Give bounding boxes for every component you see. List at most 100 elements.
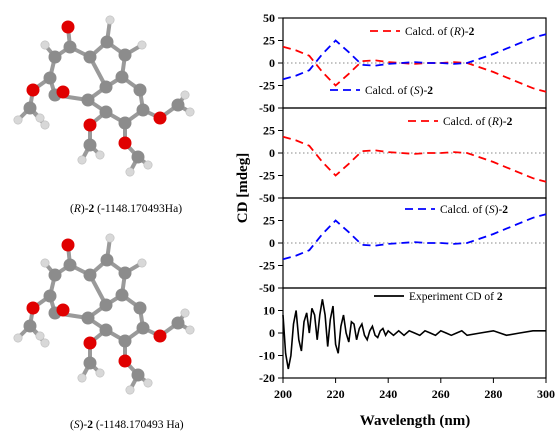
carbon-atom bbox=[83, 268, 97, 282]
oxygen-atom bbox=[61, 20, 75, 34]
legend-entry: Calcd. of (S)-2 bbox=[405, 204, 508, 216]
oxygen-atom bbox=[26, 301, 40, 315]
carbon-atom bbox=[63, 258, 77, 272]
y-tick-label: 10 bbox=[263, 304, 275, 318]
carbon-atom bbox=[23, 319, 37, 333]
series-line-calcd-of-s-2 bbox=[282, 213, 547, 261]
hydrogen-atom bbox=[77, 373, 87, 383]
y-tick-label: -25 bbox=[259, 79, 275, 93]
y-tick-label: 0 bbox=[269, 146, 275, 160]
carbon-atom bbox=[100, 253, 114, 267]
y-axis-title: CD [mdeg] bbox=[235, 153, 251, 223]
panel-4: -20 -10 0 10 Experiment CD of 2 bbox=[259, 287, 547, 385]
carbon-atom bbox=[83, 138, 97, 152]
legend-label: Calcd. of (S)-2 bbox=[440, 204, 508, 216]
hydrogen-atom bbox=[105, 233, 115, 243]
legend-entry: Calcd. of (R)-2 bbox=[408, 116, 513, 128]
y-tick-label: -20 bbox=[259, 371, 275, 385]
hydrogen-atom bbox=[13, 333, 23, 343]
hydrogen-atom bbox=[40, 338, 50, 348]
carbon-atom bbox=[99, 80, 113, 94]
oxygen-atom bbox=[153, 329, 167, 343]
y-tick-label: -25 bbox=[259, 259, 275, 273]
carbon-atom bbox=[133, 301, 147, 315]
hydrogen-atom bbox=[137, 40, 147, 50]
carbon-atom bbox=[99, 105, 113, 119]
carbon-atom bbox=[81, 93, 95, 107]
carbon-atom bbox=[136, 321, 150, 335]
oxygen-atom bbox=[83, 118, 97, 132]
oxygen-atom bbox=[118, 136, 132, 150]
legend-entry: Experiment CD of 2 bbox=[374, 291, 503, 303]
carbon-atom bbox=[171, 98, 185, 112]
oxygen-atom bbox=[56, 85, 70, 99]
x-tick-label: 300 bbox=[537, 387, 555, 401]
carbon-atom bbox=[118, 48, 132, 62]
x-tick-label: 280 bbox=[484, 387, 502, 401]
legend-entry: Calcd. of (S)-2 bbox=[330, 85, 433, 97]
carbon-atom bbox=[83, 356, 97, 370]
cd-spectra-chart: -50 -25 0 25 50 Calcd. of (R)-2 Calcd. of (S)-… bbox=[259, 11, 555, 401]
hydrogen-atom bbox=[143, 160, 153, 170]
carbon-atom bbox=[99, 298, 113, 312]
series-line-experiment-cd-of-2 bbox=[282, 299, 546, 370]
molecule-s-structure bbox=[13, 233, 195, 395]
legend-label: Calcd. of (R)-2 bbox=[443, 116, 513, 128]
y-tick-label: -50 bbox=[259, 101, 275, 115]
carbon-atom bbox=[23, 101, 37, 115]
panel-3: -50 -25 0 25 Calcd. of (S)-2 bbox=[259, 197, 547, 295]
y-tick-label: 0 bbox=[269, 236, 275, 250]
x-tick-label: 240 bbox=[379, 387, 397, 401]
y-tick-label: 0 bbox=[269, 56, 275, 70]
carbon-atom bbox=[83, 50, 97, 64]
y-tick-label: -50 bbox=[259, 191, 275, 205]
carbon-atom bbox=[48, 50, 62, 64]
hydrogen-atom bbox=[40, 120, 50, 130]
carbon-atom bbox=[63, 40, 77, 54]
oxygen-atom bbox=[26, 83, 40, 97]
oxygen-atom bbox=[56, 303, 70, 317]
legend-label: Experiment CD of 2 bbox=[409, 291, 503, 303]
y-tick-label: -10 bbox=[259, 349, 275, 363]
hydrogen-atom bbox=[13, 115, 23, 125]
legend-label: Calcd. of (R)-2 bbox=[405, 26, 475, 38]
carbon-atom bbox=[133, 83, 147, 97]
panel-1: -50 -25 0 25 50 Calcd. of (R)-2 Calcd. of (S)-… bbox=[259, 11, 547, 115]
hydrogen-atom bbox=[125, 385, 135, 395]
y-tick-label: 25 bbox=[263, 124, 275, 138]
oxygen-atom bbox=[153, 111, 167, 125]
legend-label: Calcd. of (S)-2 bbox=[365, 85, 433, 97]
oxygen-atom bbox=[118, 354, 132, 368]
carbon-atom bbox=[171, 316, 185, 330]
oxygen-atom bbox=[61, 238, 75, 252]
molecule-r-structure bbox=[13, 15, 195, 177]
hydrogen-atom bbox=[77, 155, 87, 165]
x-tick-label: 200 bbox=[274, 387, 292, 401]
carbon-atom bbox=[99, 323, 113, 337]
hydrogen-atom bbox=[180, 90, 190, 100]
hydrogen-atom bbox=[185, 107, 195, 117]
carbon-atom bbox=[43, 289, 57, 303]
oxygen-atom bbox=[83, 336, 97, 350]
hydrogen-atom bbox=[105, 15, 115, 25]
molecule-r-caption: (R)-2 (-1148.170493Ha) bbox=[70, 203, 182, 215]
hydrogen-atom bbox=[35, 113, 45, 123]
x-tick-label: 220 bbox=[327, 387, 345, 401]
carbon-atom bbox=[115, 70, 129, 84]
y-tick-label: -25 bbox=[259, 169, 275, 183]
hydrogen-atom bbox=[180, 308, 190, 318]
carbon-atom bbox=[131, 150, 145, 164]
hydrogen-atom bbox=[35, 331, 45, 341]
series-line-calcd-of-s-2 bbox=[282, 33, 547, 81]
carbon-atom bbox=[118, 266, 132, 280]
carbon-atom bbox=[100, 35, 114, 49]
carbon-atom bbox=[118, 334, 132, 348]
carbon-atom bbox=[43, 71, 57, 85]
series-line-calcd-of-r-2 bbox=[282, 45, 547, 93]
panel-2: -50 -25 0 25 Calcd. of (R)-2 bbox=[259, 107, 547, 205]
hydrogen-atom bbox=[40, 40, 50, 50]
y-tick-label: 50 bbox=[263, 11, 275, 25]
hydrogen-atom bbox=[185, 325, 195, 335]
carbon-atom bbox=[48, 268, 62, 282]
